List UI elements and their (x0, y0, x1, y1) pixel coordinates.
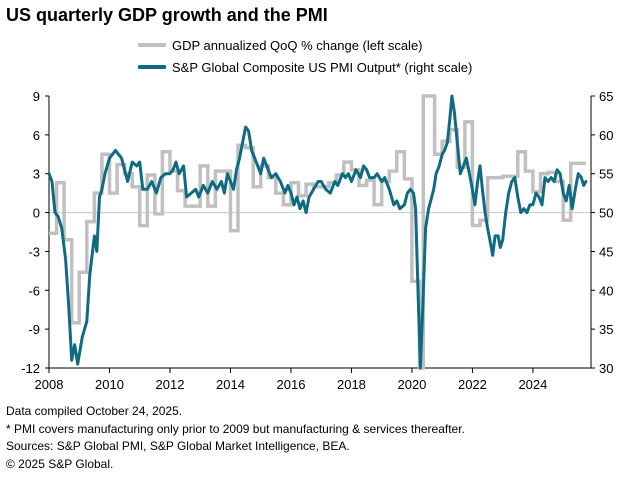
y-left-tick-label: 0 (33, 206, 40, 221)
y-right-tick-label: 65 (599, 89, 613, 104)
legend-item-gdp: GDP annualized QoQ % change (left scale) (138, 34, 472, 56)
footer-sources: Sources: S&P Global PMI, S&P Global Mark… (6, 439, 350, 453)
y-right-tick-label: 45 (599, 244, 613, 259)
legend-label-gdp: GDP annualized QoQ % change (left scale) (172, 37, 423, 53)
x-tick-label: 2008 (35, 377, 64, 392)
x-tick-label: 2016 (277, 377, 306, 392)
x-tick-label: 2018 (337, 377, 366, 392)
footer-copyright: © 2025 S&P Global. (6, 456, 114, 471)
legend: GDP annualized QoQ % change (left scale)… (138, 34, 472, 78)
y-left-tick-label: -12 (21, 361, 40, 376)
y-left-tick-label: -9 (28, 322, 40, 337)
legend-label-pmi: S&P Global Composite US PMI Output* (rig… (172, 59, 473, 75)
x-tick-label: 2024 (518, 377, 547, 392)
y-left-tick-label: -6 (28, 283, 40, 298)
x-tick-label: 2010 (95, 377, 124, 392)
y-left-tick-label: 9 (33, 89, 40, 104)
footer-pmi-note: * PMI covers manufacturing only prior to… (6, 421, 465, 436)
y-left-tick-label: 6 (33, 128, 40, 143)
y-right-tick-label: 55 (599, 167, 613, 182)
legend-swatch-pmi (138, 65, 166, 69)
y-right-tick-label: 40 (599, 283, 613, 298)
gdp-series-line (49, 94, 586, 370)
pmi-series-line (47, 94, 588, 370)
y-left-tick-label: 3 (33, 167, 40, 182)
footer-notes: Data compiled October 24, 2025. * PMI co… (6, 403, 465, 473)
x-tick-label: 2014 (216, 377, 245, 392)
legend-swatch-gdp (138, 43, 166, 47)
x-tick-label: 2022 (458, 377, 487, 392)
y-right-tick-label: 35 (599, 322, 613, 337)
footer-date-note: Data compiled October 24, 2025. (6, 404, 183, 418)
legend-item-pmi: S&P Global Composite US PMI Output* (rig… (138, 56, 472, 78)
x-tick-label: 2020 (397, 377, 426, 392)
chart-title: US quarterly GDP growth and the PMI (6, 5, 328, 25)
y-left-tick-label: -3 (28, 244, 40, 259)
x-tick-label: 2012 (156, 377, 185, 392)
y-right-tick-label: 60 (599, 128, 613, 143)
y-right-tick-label: 30 (599, 361, 613, 376)
y-right-tick-label: 50 (599, 206, 613, 221)
